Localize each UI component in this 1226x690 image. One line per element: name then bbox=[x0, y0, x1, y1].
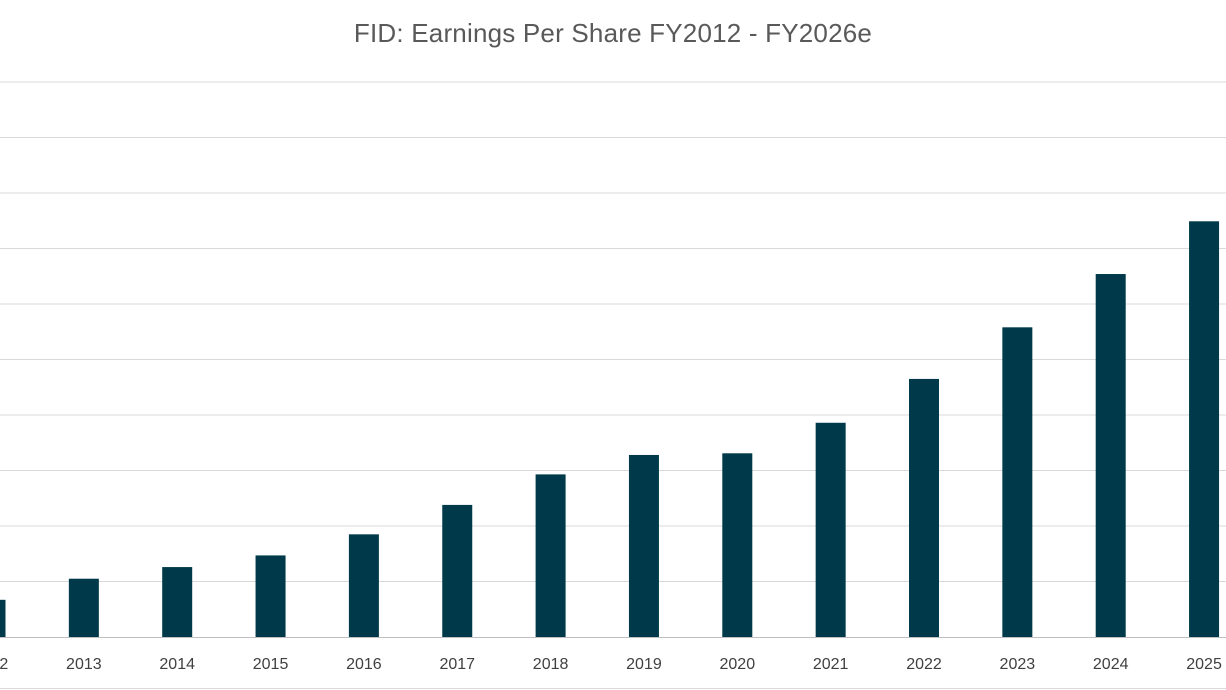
x-tick-label: 2025 bbox=[1186, 656, 1222, 673]
bar-2020 bbox=[722, 453, 753, 637]
x-tick-labels: 2012 2013 2014 2015 2016 2017 2018 2019 2020 2021… bbox=[0, 656, 1222, 673]
x-tick-label: 2016 bbox=[346, 656, 382, 673]
bar-2025 bbox=[1189, 221, 1220, 637]
x-tick-label: 2019 bbox=[626, 656, 662, 673]
x-tick-label: 2024 bbox=[1093, 656, 1129, 673]
bar-2017 bbox=[442, 504, 473, 637]
bar-2012 bbox=[0, 599, 6, 637]
x-tick-label: 2022 bbox=[906, 656, 942, 673]
bar-2015 bbox=[255, 555, 286, 637]
x-tick-label: 2017 bbox=[439, 656, 475, 673]
bar-2024 bbox=[1095, 274, 1126, 637]
x-tick-label: 2015 bbox=[253, 656, 289, 673]
bar-2019 bbox=[628, 454, 659, 637]
x-tick-label: 2018 bbox=[533, 656, 569, 673]
x-tick-label: 2020 bbox=[720, 656, 756, 673]
bar-2021 bbox=[815, 422, 846, 637]
x-axis bbox=[0, 637, 1226, 689]
x-tick-label: 2013 bbox=[66, 656, 102, 673]
x-tick-label: 2023 bbox=[1000, 656, 1036, 673]
bar-2016 bbox=[348, 534, 379, 637]
bar-2014 bbox=[162, 567, 193, 637]
bar-2022 bbox=[909, 378, 939, 637]
x-tick-label: 2012 bbox=[0, 656, 8, 673]
bar-2023 bbox=[1002, 327, 1033, 637]
bars bbox=[0, 221, 1220, 637]
chart-title: FID: Earnings Per Share FY2012 - FY2026e bbox=[353, 18, 873, 48]
gridlines bbox=[0, 81, 1226, 582]
bar-2013 bbox=[68, 578, 99, 637]
bar-2018 bbox=[535, 474, 566, 637]
x-tick-label: 2014 bbox=[159, 656, 195, 673]
x-tick-label: 2021 bbox=[813, 656, 849, 673]
